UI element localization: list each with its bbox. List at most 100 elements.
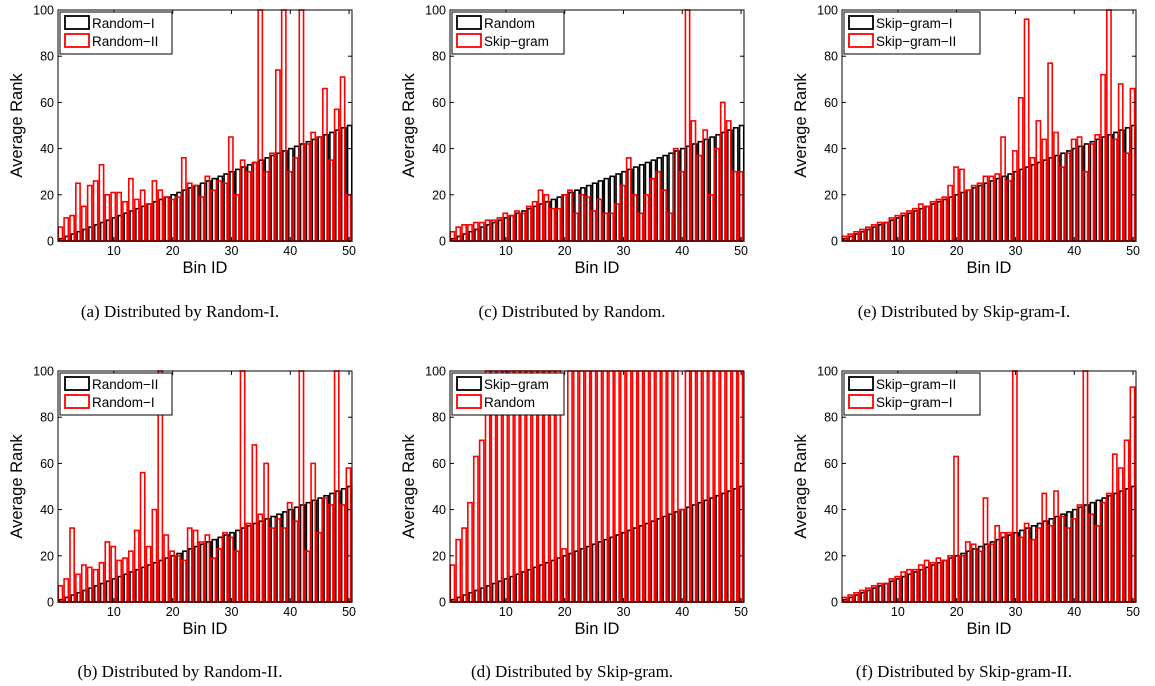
bar [472, 455, 479, 603]
bar [110, 545, 117, 603]
bar [543, 194, 550, 242]
x-tick-label: 40 [1067, 244, 1081, 258]
y-tick-label: 0 [439, 596, 446, 610]
bar [608, 212, 615, 242]
bar [145, 203, 152, 242]
bar [847, 594, 854, 603]
bar [80, 205, 87, 242]
bar [316, 136, 322, 242]
y-tick-label: 80 [432, 50, 446, 64]
bar [1094, 524, 1101, 603]
bar [649, 177, 656, 242]
bar [1000, 531, 1007, 603]
y-tick-label: 40 [824, 503, 838, 517]
y-tick-label: 60 [40, 457, 54, 471]
bar [649, 370, 656, 603]
bar [251, 161, 258, 242]
x-axis: 10 20 30 40 50 [107, 10, 356, 258]
bar [731, 170, 738, 242]
bar [970, 543, 977, 603]
x-axis-label: Bin ID [183, 259, 228, 277]
bar [584, 370, 591, 603]
bar [1047, 62, 1054, 242]
bar [988, 175, 995, 242]
chart-c: 0 20 40 60 80 100 10 20 30 40 50 Bin ID Average Rank… [400, 4, 748, 278]
bar [339, 504, 346, 603]
bar [929, 200, 936, 242]
bar [959, 168, 965, 242]
bar [1058, 515, 1065, 603]
bar [666, 370, 673, 603]
bar [69, 527, 76, 603]
axes-box [57, 9, 353, 242]
y-tick-label: 0 [831, 235, 838, 249]
panel-a: 0 20 40 60 80 100 10 20 30 40 50 Bin ID Average Rank… [0, 0, 380, 343]
bar [643, 194, 650, 242]
bar [122, 557, 128, 603]
panel-e: 0 20 40 60 80 100 10 20 30 40 50 Bin ID Average Rank… [784, 0, 1155, 343]
legend: Skip−gram−II Skip−gram−I [843, 372, 981, 416]
bar [1111, 138, 1118, 242]
bar [672, 370, 679, 603]
bar [1041, 138, 1048, 242]
bar [661, 370, 667, 603]
bar [333, 108, 340, 242]
legend-label: Skip−gram−I [876, 16, 953, 31]
bar [139, 189, 146, 242]
bar [1035, 527, 1042, 603]
x-tick-label: 30 [225, 244, 239, 258]
bar [1023, 18, 1030, 242]
bar [1058, 166, 1065, 242]
x-axis-label: Bin ID [575, 259, 620, 277]
bar [339, 76, 346, 242]
plot-area: 0 20 40 60 80 100 10 20 30 40 50 Bin ID Average Rank… [400, 365, 748, 639]
bar [80, 564, 87, 603]
bar [864, 587, 871, 603]
bar [596, 198, 603, 242]
bar [696, 370, 703, 603]
bar [964, 189, 971, 242]
bar [596, 370, 603, 603]
x-tick-label: 20 [950, 605, 964, 619]
bar [590, 370, 597, 603]
legend: Skip−gram Random [451, 372, 565, 416]
bar [882, 582, 889, 603]
y-tick-label: 40 [40, 142, 54, 156]
bar [976, 182, 983, 242]
legend-label: Random [484, 395, 535, 410]
bar [917, 564, 924, 603]
bar [192, 529, 199, 603]
bar [614, 203, 620, 242]
bar [222, 531, 228, 603]
bar [98, 561, 105, 603]
bar [467, 224, 473, 242]
bar [449, 230, 456, 242]
y-tick-label: 100 [425, 4, 446, 18]
bar [280, 527, 287, 603]
x-tick-label: 40 [1067, 605, 1081, 619]
bar [478, 439, 485, 603]
chart-d: 0 20 40 60 80 100 10 20 30 40 50 Bin ID Average Rank… [400, 365, 748, 639]
chart-e: 0 20 40 60 80 100 10 20 30 40 50 Bin ID Average Rank… [792, 4, 1140, 278]
bar [478, 221, 485, 242]
bar [151, 508, 158, 603]
bar [519, 212, 526, 242]
bar [133, 529, 140, 603]
bar [333, 370, 340, 603]
bar [180, 157, 187, 242]
bar [251, 444, 258, 603]
bar [467, 501, 473, 603]
bar [1053, 490, 1059, 603]
plot-area: 0 20 40 60 80 100 10 20 30 40 50 Bin ID Average Rank… [792, 365, 1140, 639]
bar [327, 159, 334, 242]
y-axis-label: Average Rank [792, 73, 810, 178]
bar [737, 170, 744, 242]
bar [1100, 73, 1106, 242]
bar [496, 217, 503, 242]
panel-c: 0 20 40 60 80 100 10 20 30 40 50 Bin ID Average Rank… [392, 0, 772, 343]
bar [684, 370, 691, 603]
x-tick-label: 30 [617, 605, 631, 619]
bar [1082, 170, 1089, 242]
y-tick-label: 100 [33, 4, 54, 18]
caption-e: (e) Distributed by Skip-gram-I. [857, 302, 1071, 321]
